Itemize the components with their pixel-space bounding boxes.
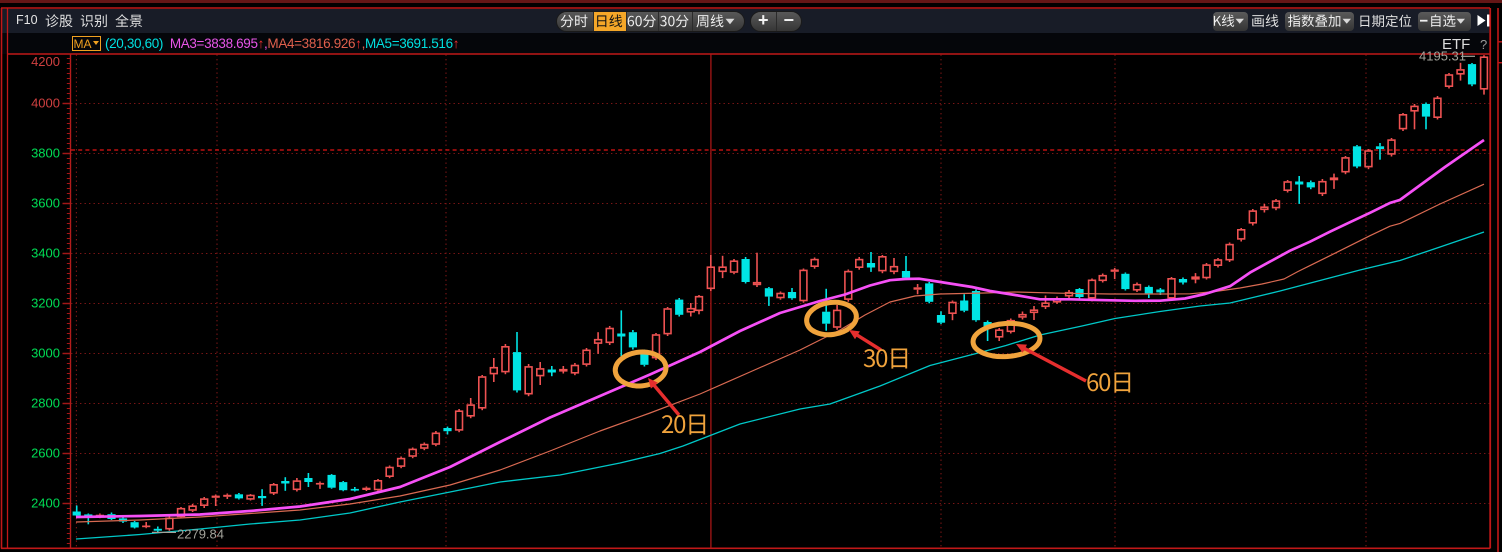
svg-text:4195.31: 4195.31	[1419, 49, 1466, 64]
svg-text:2279.84: 2279.84	[177, 527, 224, 542]
svg-text:2800: 2800	[31, 396, 60, 411]
svg-text:3800: 3800	[31, 146, 60, 161]
svg-text:2600: 2600	[31, 446, 60, 461]
svg-text:4000: 4000	[31, 96, 60, 111]
svg-text:3200: 3200	[31, 296, 60, 311]
svg-text:3000: 3000	[31, 346, 60, 361]
svg-text:4200: 4200	[31, 54, 60, 69]
svg-text:2400: 2400	[31, 496, 60, 511]
svg-text:3600: 3600	[31, 196, 60, 211]
svg-text:3400: 3400	[31, 246, 60, 261]
